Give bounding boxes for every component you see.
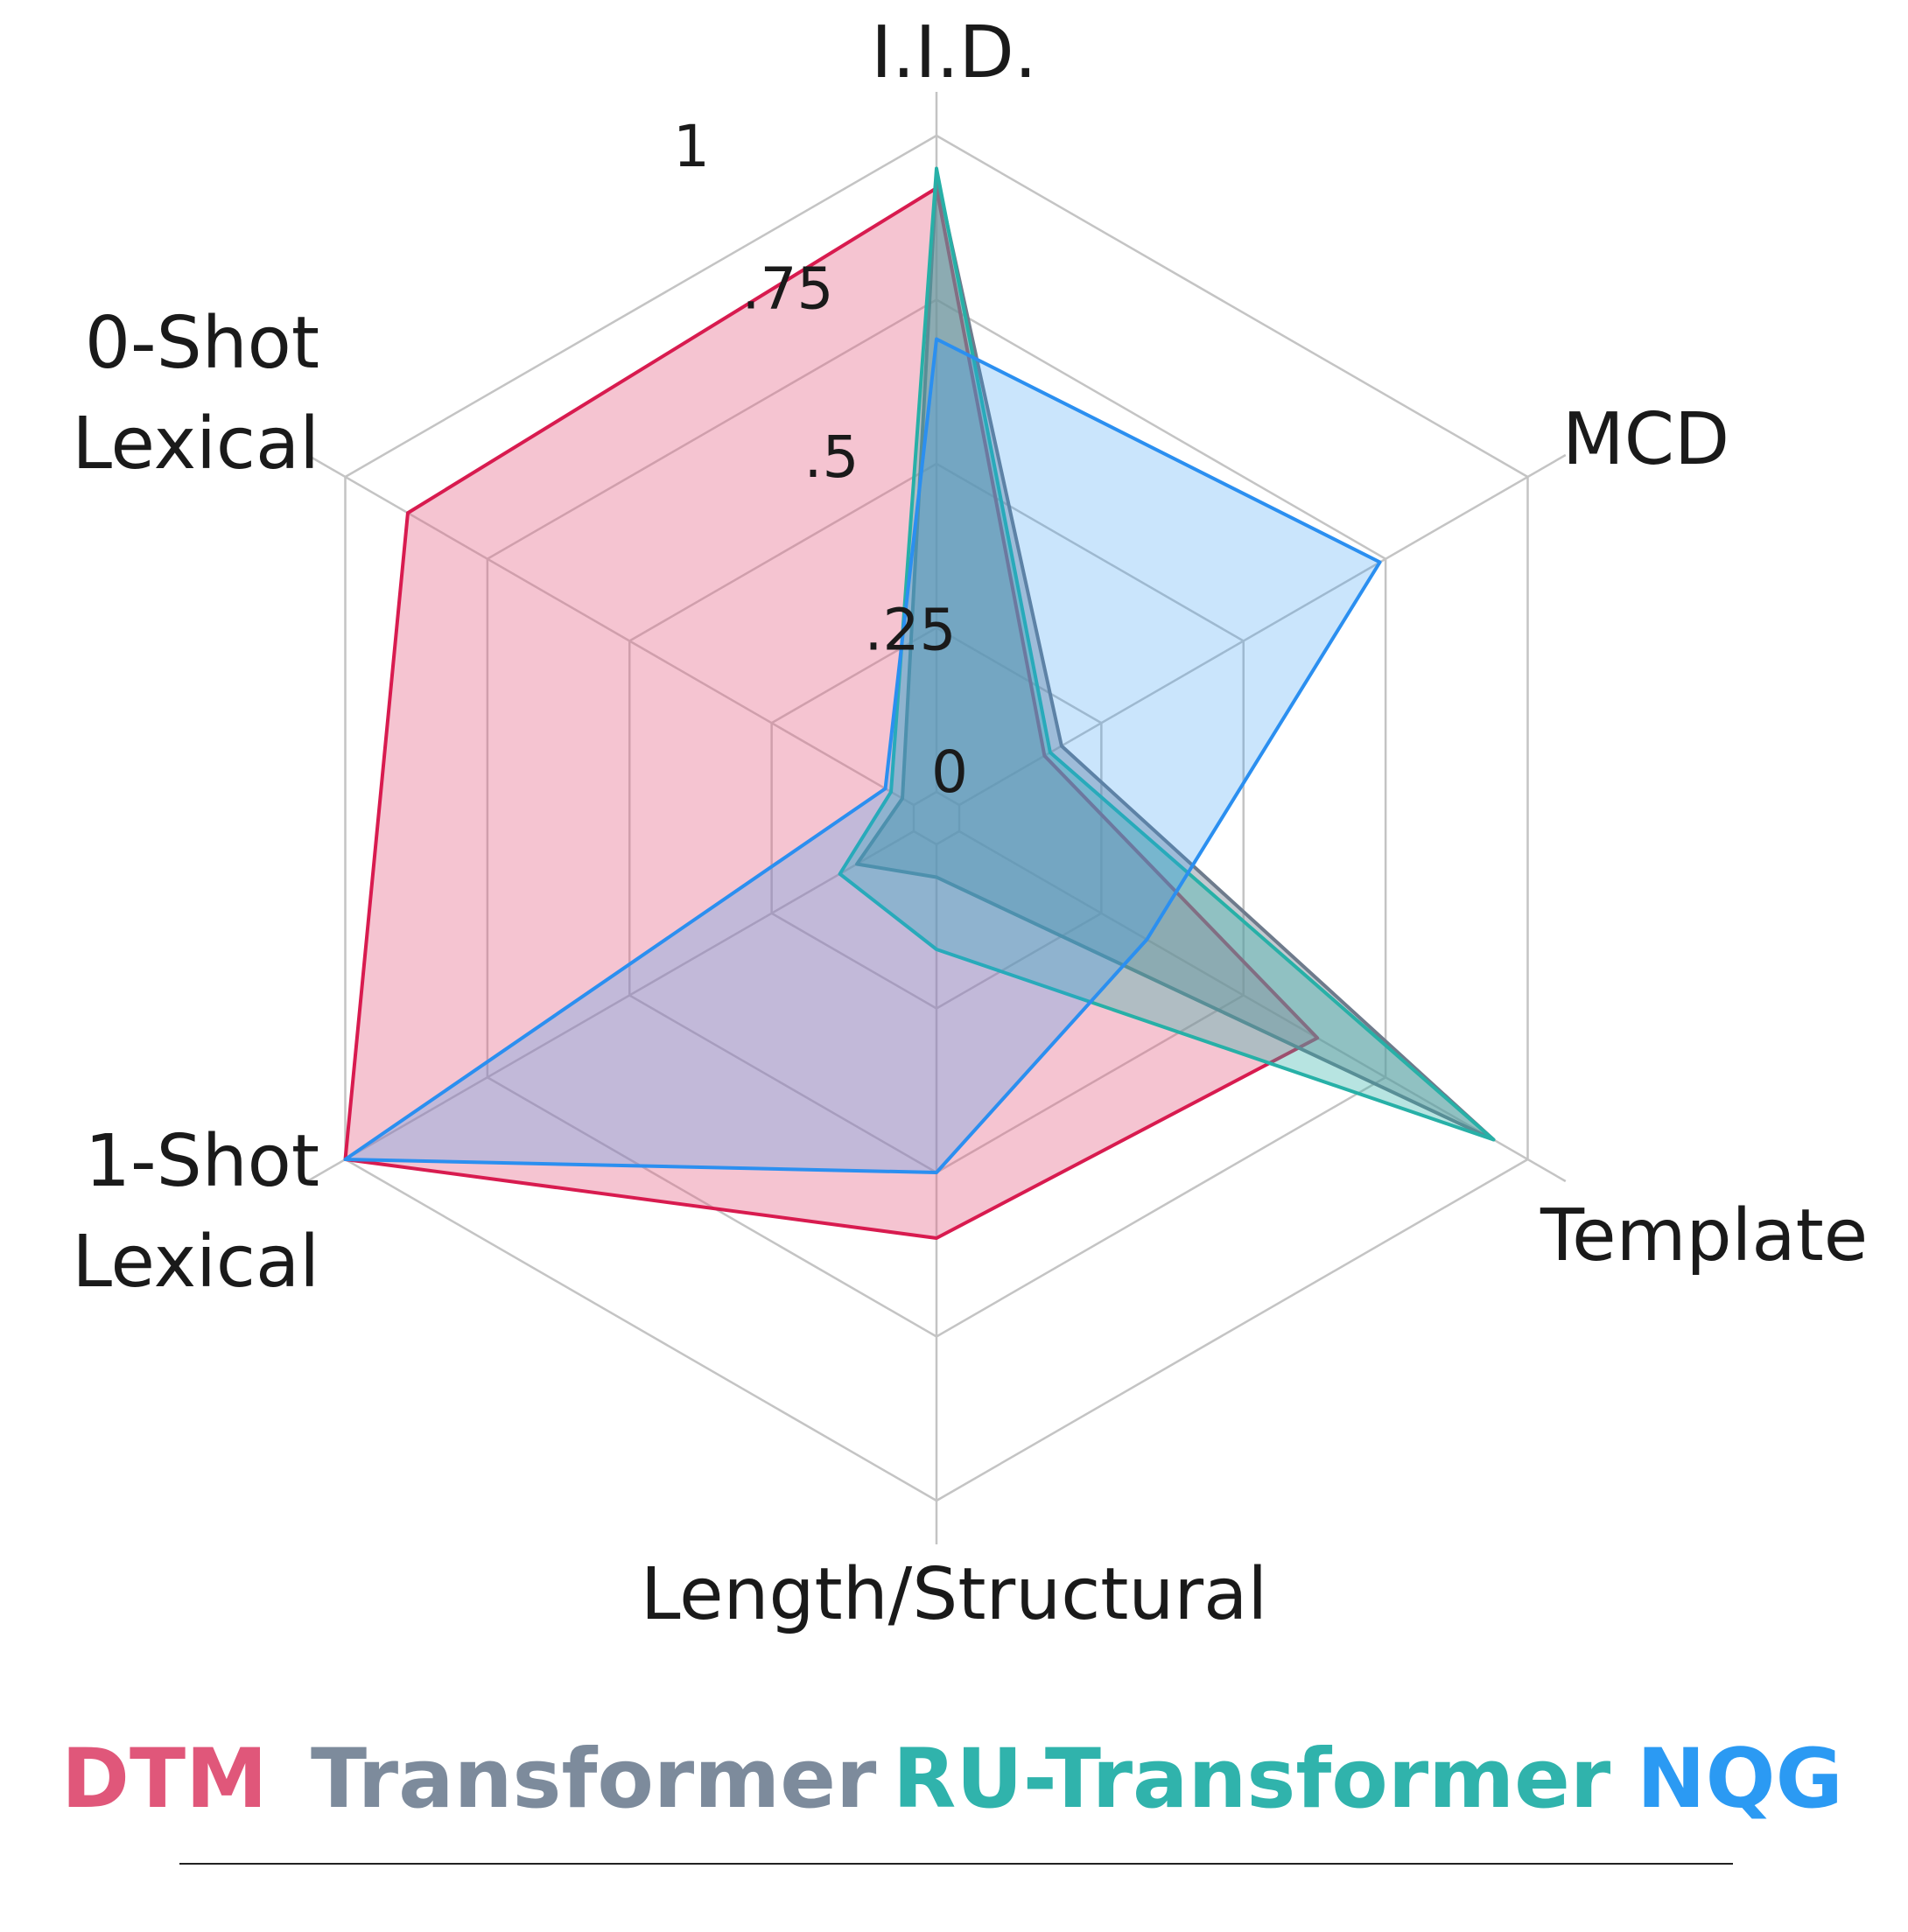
legend-item-nqg: NQG xyxy=(1637,1732,1843,1827)
tick-label-4: 1 xyxy=(673,113,710,180)
axis-label-2: Template xyxy=(1540,1194,1868,1278)
radar-tick-labels: 0 .25 .5 .75 1 xyxy=(673,113,968,806)
axis-label-0: I.I.D. xyxy=(871,11,1037,94)
legend-item-transformer: Transformer xyxy=(311,1732,877,1827)
tick-label-3: .75 xyxy=(742,256,834,323)
radar-axis-labels: I.I.D. MCD Template Length/Structural 1-Shot… xyxy=(72,11,1868,1636)
legend-item-dtm: DTM xyxy=(61,1732,268,1827)
tick-label-1: .25 xyxy=(865,597,957,664)
grid-spoke-4 xyxy=(306,830,915,1183)
tick-label-0: 0 xyxy=(931,738,968,806)
legend-item-ru-transformer: RU-Transformer xyxy=(893,1732,1611,1827)
axis-label-1: MCD xyxy=(1562,398,1729,481)
axis-label-3: Length/Structural xyxy=(641,1553,1267,1636)
series-transformer xyxy=(855,173,1496,1142)
series-dtm xyxy=(343,186,1320,1240)
legend: DTM Transformer RU-Transformer NQG xyxy=(61,1732,1843,1827)
series-ru-transformer xyxy=(838,166,1496,1142)
axis-label-4: 1-Shot Lexical xyxy=(72,1120,319,1304)
grid-spoke-2 xyxy=(958,830,1567,1183)
tick-label-2: .5 xyxy=(804,424,859,491)
axis-label-5: 0-Shot Lexical xyxy=(72,302,319,486)
series-nqg xyxy=(343,337,1382,1174)
radar-series xyxy=(343,166,1496,1240)
